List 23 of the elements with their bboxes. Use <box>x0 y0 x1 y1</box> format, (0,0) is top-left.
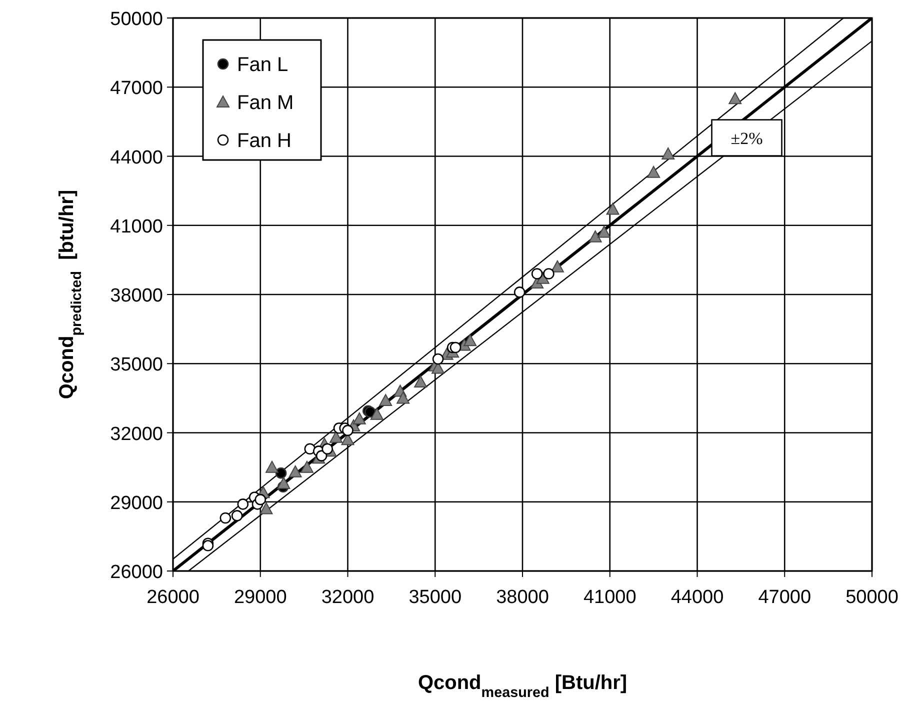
y-tick-label: 35000 <box>110 354 163 376</box>
y-tick-label: 32000 <box>110 424 163 445</box>
x-axis-title: Qcond$_{measured}$ [Btu/hr] <box>418 672 628 701</box>
x-tick-label: 44000 <box>670 587 724 608</box>
x-tick-label: 50000 <box>846 587 898 608</box>
y-tick-label: 47000 <box>110 78 163 100</box>
x-tick-label: 29000 <box>234 587 287 608</box>
x-tick-label: 35000 <box>408 587 462 608</box>
legend-label: Fan H <box>237 130 292 152</box>
y-tick-label: 38000 <box>110 286 163 306</box>
y-tick-label: 50000 <box>110 9 163 30</box>
x-tick-label: 41000 <box>583 587 636 608</box>
legend-label: Fan M <box>237 92 294 114</box>
x-tick-label: 38000 <box>496 587 549 608</box>
y-tick-label: 44000 <box>110 147 163 168</box>
y-tick-label: 41000 <box>110 216 163 238</box>
legend-label: Fan L <box>237 54 288 76</box>
x-tick-label: 32000 <box>321 587 374 608</box>
y-tick-label: 26000 <box>110 562 163 583</box>
y-tick-label: 29000 <box>110 492 163 514</box>
annotation: ±2% <box>730 128 763 148</box>
x-tick-label: 47000 <box>758 587 812 608</box>
x-tick-label: 26000 <box>146 587 200 608</box>
